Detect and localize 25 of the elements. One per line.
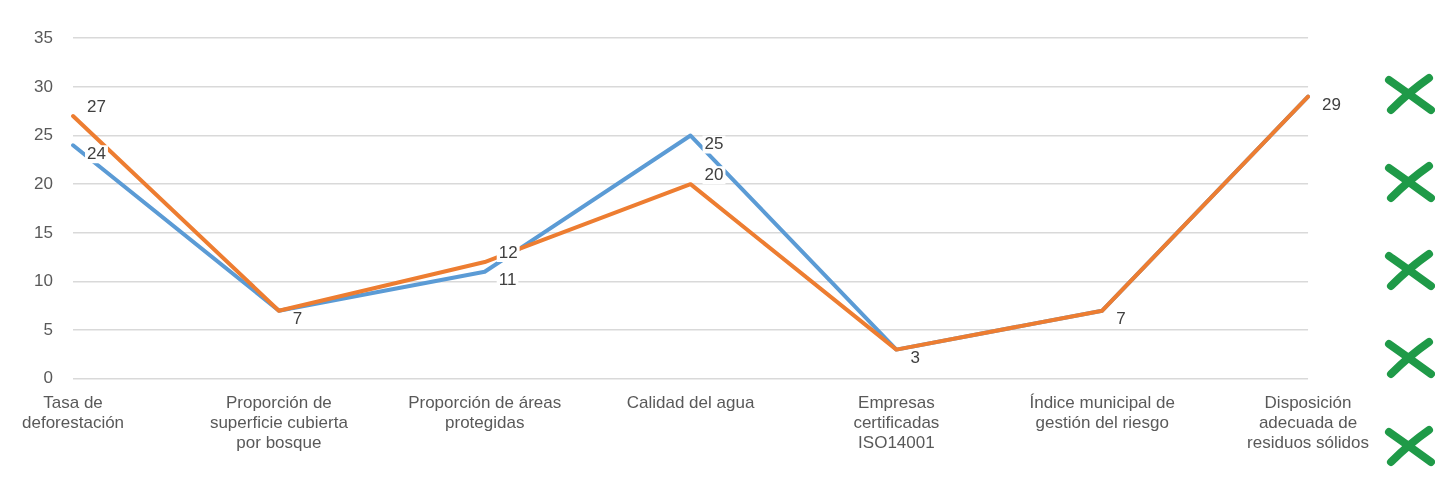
- data-label: 3: [910, 348, 920, 368]
- data-label: 7: [292, 309, 303, 329]
- x-tick-label: Proporción de áreas protegidas: [408, 392, 562, 433]
- y-tick-label: 35: [34, 27, 54, 47]
- data-label: 27: [87, 96, 106, 116]
- x-tick-label: Proporción de superficie cubierta por bosque: [209, 392, 349, 453]
- y-tick-label: 30: [34, 76, 54, 96]
- data-label: 29: [1322, 95, 1341, 115]
- data-label: 11: [498, 270, 517, 290]
- y-tick-label: 15: [34, 222, 54, 242]
- x-tick-label: Índice municipal de gestión del riesgo: [1029, 392, 1175, 433]
- data-label: 25: [704, 134, 724, 154]
- x-tick-label: Disposición adecuada de residuos sólidos: [1247, 392, 1369, 453]
- y-tick-label: 20: [34, 173, 54, 193]
- x-tick-label: Empresas certificadas ISO14001: [853, 392, 940, 453]
- data-label: 7: [1116, 309, 1126, 329]
- y-tick-label: 10: [34, 271, 54, 291]
- data-label: 20: [704, 164, 724, 184]
- y-tick-label: 25: [34, 125, 54, 145]
- x-tick-label: Tasa de deforestación: [21, 392, 125, 433]
- x-tick-label: Calidad del agua: [626, 392, 755, 412]
- data-label: 24: [87, 143, 106, 163]
- y-tick-label: 5: [43, 319, 54, 339]
- data-label: 12: [498, 242, 518, 262]
- y-tick-label: 0: [43, 368, 54, 388]
